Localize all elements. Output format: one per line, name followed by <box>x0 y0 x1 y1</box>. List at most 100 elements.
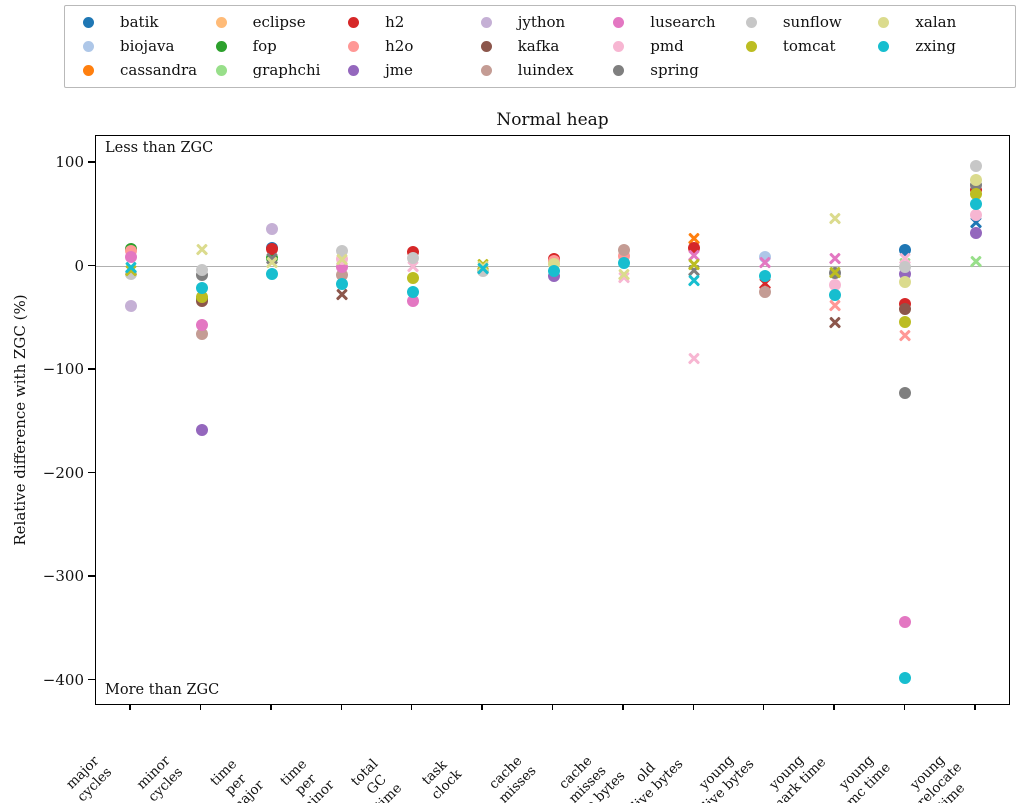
x-tick-mark <box>692 704 695 710</box>
scatter-point-zxing <box>758 269 771 282</box>
scatter-point-zxing <box>476 262 490 276</box>
scatter-point-jme <box>195 424 208 437</box>
y-tick-label: −300 <box>42 567 84 585</box>
scatter-point-tomcat <box>828 266 842 280</box>
scatter-point-xalan <box>617 268 631 282</box>
plot-area: Less than ZGC More than ZGC <box>95 135 1010 705</box>
scatter-point-zxing <box>829 289 842 302</box>
chart-title: Normal heap <box>496 110 609 130</box>
legend-label: batik <box>120 13 159 32</box>
scatter-point-xalan <box>335 252 349 266</box>
x-tick-mark <box>762 704 765 710</box>
legend-item-graphchi: graphchi <box>215 58 349 82</box>
legend-item-pmd: pmd <box>613 35 746 59</box>
legend-swatch-icon <box>613 17 625 29</box>
scatter-point-luindex <box>195 327 208 340</box>
legend-item-sunflow: sunflow <box>745 11 879 35</box>
scatter-point-tomcat <box>899 316 912 329</box>
scatter-point-zxing <box>265 267 278 280</box>
x-tick-mark <box>340 704 343 710</box>
legend-label: sunflow <box>782 13 842 32</box>
scatter-point-xalan <box>195 243 209 257</box>
scatter-point-luindex <box>617 243 630 256</box>
legend-item-h2: h2 <box>348 11 481 35</box>
scatter-point-lusearch <box>406 294 419 307</box>
y-tick-mark <box>88 368 95 370</box>
legend-swatch-icon <box>83 40 94 52</box>
scatter-point-zxing <box>195 282 208 295</box>
y-tick-mark <box>88 678 95 681</box>
x-tick-mark <box>551 704 554 710</box>
y-tick-label: 0 <box>74 256 84 275</box>
x-tick-mark <box>410 704 413 710</box>
legend-label: h2 <box>385 13 405 32</box>
legend-item-kafka: kafka <box>480 35 614 59</box>
legend-item-jme: jme <box>348 58 481 82</box>
scatter-point-pmd <box>829 279 842 292</box>
legend-swatch-icon <box>745 40 757 52</box>
scatter-point-zxing <box>406 286 419 299</box>
legend-swatch-icon <box>613 40 625 52</box>
scatter-point-zxing <box>336 278 349 291</box>
legend-swatch-icon <box>480 40 492 52</box>
scatter-point-h2 <box>265 242 278 255</box>
legend-item-tomcat: tomcat <box>745 35 879 59</box>
scatter-point-zxing <box>899 672 912 685</box>
scatter-point-pmd <box>969 208 982 221</box>
legend-swatch-icon <box>348 64 360 76</box>
scatter-point-tomcat <box>195 290 208 303</box>
scatter-point-zxing <box>687 274 701 288</box>
scatter-point-sunflow <box>899 260 912 273</box>
y-tick-label: 100 <box>55 153 84 171</box>
legend-label: tomcat <box>782 36 836 55</box>
legend-label: jme <box>385 60 413 79</box>
y-tick-mark <box>88 471 95 474</box>
y-tick-mark <box>88 575 95 577</box>
scatter-point-h2o <box>898 329 912 343</box>
scatter-point-lusearch <box>125 251 138 264</box>
legend-box: batik biojava cassandra eclipse fop graphchi h… <box>64 5 1016 88</box>
scatter-point-luindex <box>758 286 771 299</box>
legend-swatch-icon <box>215 40 227 52</box>
scatter-point-jython <box>125 299 138 312</box>
legend-item-zxing: zxing <box>878 35 1011 59</box>
scatter-point-lusearch <box>758 255 772 269</box>
legend-swatch-icon <box>83 64 94 76</box>
scatter-point-sunflow <box>969 160 982 173</box>
scatter-point-lusearch <box>828 251 842 265</box>
legend-label: lusearch <box>650 13 716 32</box>
legend-label: zxing <box>915 36 956 55</box>
legend-label: spring <box>650 60 699 79</box>
scatter-point-jython <box>265 223 278 236</box>
scatter-point-pmd <box>687 352 701 366</box>
legend-item-spring: spring <box>613 58 746 82</box>
legend-item-jython: jython <box>480 11 614 35</box>
legend-label: eclipse <box>252 13 306 32</box>
legend-label: biojava <box>120 36 175 55</box>
x-tick-mark <box>270 704 272 710</box>
scatter-point-zxing <box>547 264 560 277</box>
legend-swatch-icon <box>613 64 625 76</box>
annotation-more-than-zgc: More than ZGC <box>105 682 220 698</box>
scatter-point-lusearch <box>195 319 208 332</box>
legend-label: kafka <box>517 36 560 55</box>
y-axis-label: Relative difference with ZGC (%) <box>11 294 29 546</box>
legend-item-luindex: luindex <box>480 58 614 82</box>
legend-swatch-icon <box>215 17 227 29</box>
legend-item-batik: batik <box>83 11 216 35</box>
legend-item-lusearch: lusearch <box>613 11 746 35</box>
y-tick-mark <box>88 264 95 267</box>
legend-swatch-icon <box>878 17 890 29</box>
scatter-point-zxing <box>124 261 138 275</box>
legend-label: pmd <box>650 36 684 55</box>
legend-item-cassandra: cassandra <box>83 58 216 82</box>
legend-label: fop <box>252 36 277 55</box>
y-tick-label: −400 <box>42 670 84 689</box>
x-tick-mark <box>974 704 976 710</box>
legend-item-eclipse: eclipse <box>215 11 349 35</box>
legend-swatch-icon <box>480 17 492 29</box>
scatter-point-kafka <box>828 315 842 329</box>
scatter-point-tomcat <box>969 188 982 201</box>
x-tick-mark <box>833 704 835 710</box>
y-tick-mark <box>88 161 95 163</box>
